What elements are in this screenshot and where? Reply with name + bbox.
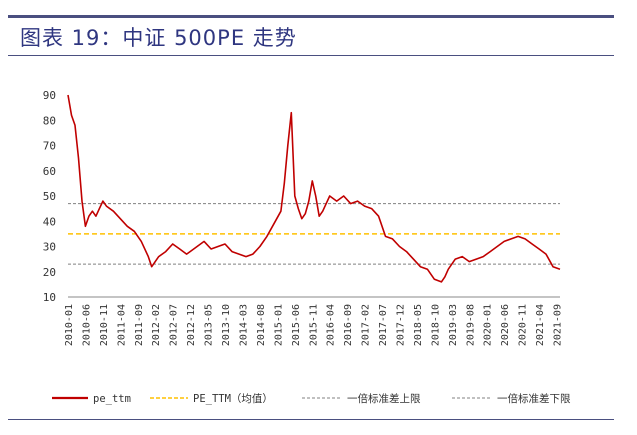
x-tick-label: 2018-10: [430, 304, 441, 346]
x-tick-label: 2017-07: [378, 304, 389, 346]
x-tick-label: 2021-04: [535, 304, 546, 346]
x-tick-label: 2010-11: [99, 304, 110, 346]
y-tick-label: 10: [43, 291, 56, 304]
x-tick-label: 2016-09: [343, 304, 354, 346]
x-tick-label: 2016-04: [326, 304, 337, 346]
x-tick-label: 2011-04: [116, 304, 127, 346]
x-tick-label: 2012-07: [169, 304, 180, 346]
legend-label: pe_ttm: [93, 393, 131, 405]
x-tick-label: 2010-01: [64, 304, 75, 346]
x-tick-label: 2014-08: [256, 304, 267, 346]
y-tick-label: 70: [43, 140, 56, 153]
x-tick-label: 2015-11: [308, 304, 319, 346]
y-tick-label: 40: [43, 215, 56, 228]
y-tick-label: 50: [43, 190, 56, 203]
x-tick-label: 2015-06: [291, 304, 302, 346]
x-tick-label: 2014-03: [238, 304, 249, 346]
y-tick-label: 30: [43, 241, 56, 254]
x-tick-label: 2010-06: [81, 304, 92, 346]
x-tick-label: 2013-10: [221, 304, 232, 346]
x-tick-label: 2019-08: [465, 304, 476, 346]
figure-title: 图表 19：中证 500PE 走势: [20, 26, 297, 50]
title-rule: [8, 55, 614, 56]
x-tick-label: 2021-09: [553, 304, 564, 346]
header-rule: [8, 15, 614, 18]
legend-label: 一倍标准差上限: [347, 392, 421, 405]
series-line-pe-ttm: [67, 94, 561, 283]
x-tick-label: 2013-05: [204, 304, 215, 346]
x-tick-label: 2011-09: [134, 304, 145, 346]
y-tick-label: 90: [43, 89, 56, 102]
x-tick-label: 2020-06: [500, 304, 511, 346]
legend-label: 一倍标准差下限: [497, 392, 571, 405]
x-tick-label: 2012-02: [151, 304, 162, 346]
x-tick-label: 2017-02: [361, 304, 372, 346]
x-tick-label: 2019-03: [448, 304, 459, 346]
x-tick-label: 2017-12: [395, 304, 406, 346]
y-tick-label: 80: [43, 114, 56, 127]
footer-rule: [8, 419, 614, 420]
x-tick-label: 2020-11: [518, 304, 529, 346]
x-tick-label: 2015-01: [273, 304, 284, 346]
x-tick-label: 2018-05: [413, 304, 424, 346]
x-tick-label: 2012-12: [186, 304, 197, 346]
y-tick-label: 60: [43, 165, 56, 178]
x-tick-label: 2020-01: [483, 304, 494, 346]
y-tick-label: 20: [43, 266, 56, 279]
legend-label: PE_TTM（均值）: [193, 392, 273, 405]
